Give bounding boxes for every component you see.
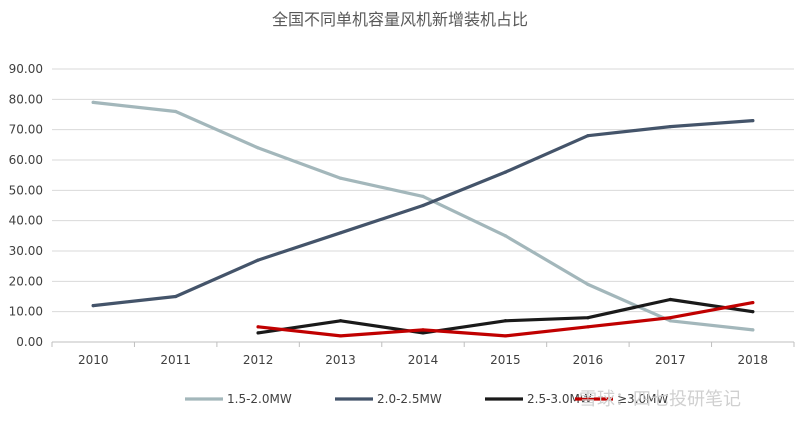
data-point <box>421 328 425 332</box>
data-point <box>91 304 95 308</box>
data-point <box>256 258 260 262</box>
data-point <box>586 325 590 329</box>
x-axis-ticks: 2010 2011 2012 2013 2014 2015 2016 2017 2018 <box>51 342 795 367</box>
x-tick-label: 2014 <box>408 353 439 367</box>
y-tick-label: 60.00 <box>9 153 43 167</box>
chart-title: 全国不同单机容量风机新增装机占比 <box>272 10 528 29</box>
data-point <box>751 300 755 305</box>
legend: 1.5-2.0MW 2.0-2.5MW 2.5-3.0MW ≥3.0MW <box>185 392 668 406</box>
x-tick-label: 2010 <box>78 353 109 367</box>
legend-label: 2.5-3.0MW <box>527 392 592 406</box>
x-tick-label: 2017 <box>655 353 686 367</box>
data-point <box>91 100 95 104</box>
x-tick-label: 2011 <box>160 353 191 367</box>
gridlines <box>52 68 794 343</box>
x-tick-label: 2015 <box>490 353 521 367</box>
data-point <box>503 170 508 174</box>
data-point <box>586 282 590 286</box>
x-tick-label: 2012 <box>243 353 274 367</box>
legend-label: 1.5-2.0MW <box>227 392 292 406</box>
data-point <box>338 231 343 235</box>
series-lines <box>91 100 755 338</box>
y-tick-label: 90.00 <box>9 62 43 76</box>
y-tick-label: 40.00 <box>9 214 43 228</box>
data-point <box>751 118 755 123</box>
x-tick-label: 2018 <box>738 353 769 367</box>
data-point <box>668 297 672 302</box>
data-point <box>751 310 755 314</box>
data-point <box>421 331 425 335</box>
data-point <box>586 316 590 320</box>
data-point <box>668 316 672 320</box>
y-tick-label: 20.00 <box>9 274 43 288</box>
x-tick-label: 2013 <box>325 353 356 367</box>
legend-label: 2.0-2.5MW <box>377 392 442 406</box>
legend-label: ≥3.0MW <box>617 392 668 406</box>
data-point <box>503 234 508 238</box>
data-point <box>668 319 672 323</box>
y-tick-label: 30.00 <box>9 244 43 258</box>
data-point <box>338 176 343 180</box>
y-tick-label: 80.00 <box>9 92 43 106</box>
y-tick-label: 50.00 <box>9 183 43 197</box>
data-point <box>421 194 425 198</box>
watermark-text: 雪球：四七投研笔记 <box>579 389 741 410</box>
data-point <box>338 334 343 338</box>
data-point <box>668 125 672 129</box>
data-point <box>751 328 755 332</box>
y-tick-label: 70.00 <box>9 123 43 137</box>
data-point <box>174 294 178 299</box>
x-tick-label: 2016 <box>573 353 604 367</box>
data-point <box>503 319 508 323</box>
data-point <box>503 334 508 338</box>
data-point <box>338 319 343 323</box>
data-point <box>421 203 425 208</box>
series-line-2 <box>91 118 755 308</box>
data-point <box>256 146 260 150</box>
data-point <box>256 331 260 335</box>
data-point <box>256 325 260 329</box>
y-axis-ticks: 0.00 10.00 20.00 30.00 40.00 50.00 60.00 70.00 8… <box>9 62 43 349</box>
series-line-1 <box>91 100 755 332</box>
data-point <box>174 109 178 114</box>
y-tick-label: 10.00 <box>9 305 43 319</box>
y-tick-label: 0.00 <box>16 335 43 349</box>
data-point <box>586 134 590 138</box>
